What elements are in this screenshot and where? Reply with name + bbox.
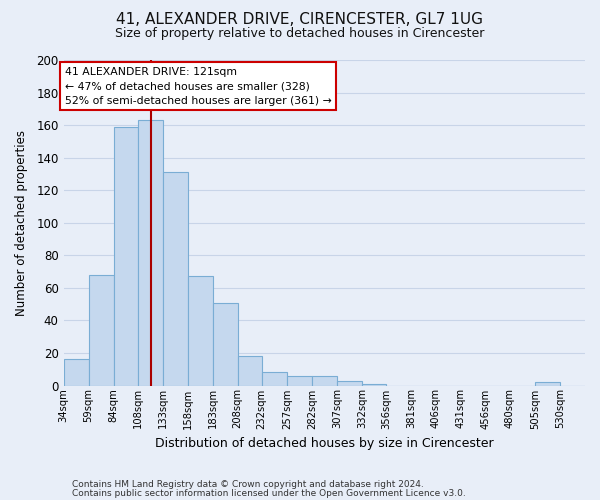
Bar: [535, 382, 560, 386]
Text: Size of property relative to detached houses in Cirencester: Size of property relative to detached ho…: [115, 28, 485, 40]
Text: Contains public sector information licensed under the Open Government Licence v3: Contains public sector information licen…: [72, 488, 466, 498]
Bar: [64, 360, 89, 386]
Text: 41, ALEXANDER DRIVE, CIRENCESTER, GL7 1UG: 41, ALEXANDER DRIVE, CIRENCESTER, GL7 1U…: [116, 12, 484, 28]
Bar: [163, 172, 188, 386]
Y-axis label: Number of detached properties: Number of detached properties: [15, 130, 28, 316]
Bar: [312, 376, 337, 386]
Bar: [113, 126, 137, 386]
Text: 41 ALEXANDER DRIVE: 121sqm
← 47% of detached houses are smaller (328)
52% of sem: 41 ALEXANDER DRIVE: 121sqm ← 47% of deta…: [65, 66, 331, 106]
Bar: [188, 276, 212, 386]
Bar: [137, 120, 163, 386]
Bar: [262, 372, 287, 386]
Bar: [238, 356, 262, 386]
Bar: [89, 275, 113, 386]
Text: Contains HM Land Registry data © Crown copyright and database right 2024.: Contains HM Land Registry data © Crown c…: [72, 480, 424, 489]
Bar: [287, 376, 312, 386]
X-axis label: Distribution of detached houses by size in Cirencester: Distribution of detached houses by size …: [155, 437, 494, 450]
Bar: [337, 380, 362, 386]
Bar: [212, 302, 238, 386]
Bar: [362, 384, 386, 386]
